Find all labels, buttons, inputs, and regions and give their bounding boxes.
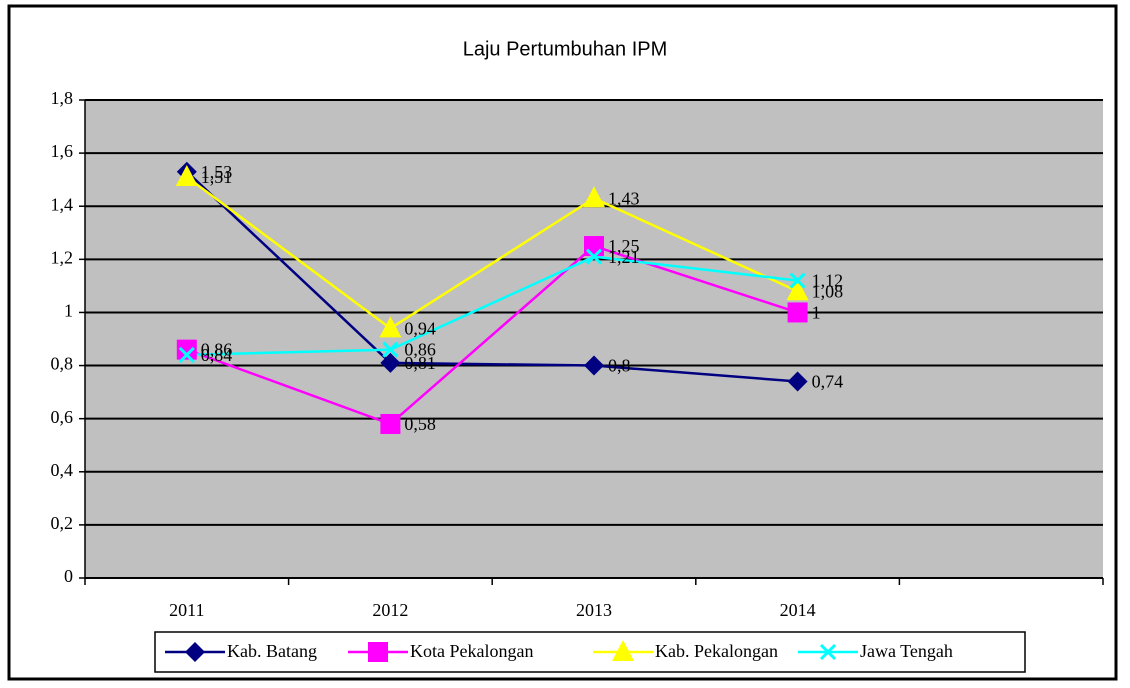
data-label: 1,25 (608, 236, 640, 256)
legend-label: Kab. Pekalongan (655, 641, 778, 661)
data-label: 0,81 (404, 353, 436, 373)
data-label: 0,84 (201, 345, 233, 365)
chart-title: Laju Pertumbuhan IPM (463, 38, 668, 60)
data-label: 1,53 (201, 162, 233, 182)
point-marker (786, 279, 809, 301)
data-label: 0,74 (812, 372, 844, 392)
point-marker (178, 346, 195, 363)
series-line (185, 170, 798, 383)
data-label: 1,51 (201, 167, 233, 187)
data-label: 1,08 (812, 281, 844, 301)
legend-label: Jawa Tengah (860, 641, 953, 661)
point-marker (379, 316, 402, 338)
point-marker (176, 339, 197, 360)
x-tick-label: 2011 (169, 600, 204, 620)
y-tick-label: 0,8 (51, 354, 74, 374)
point-marker (787, 371, 808, 392)
data-label: 0,86 (201, 340, 233, 360)
point-marker (787, 302, 808, 323)
legend (154, 631, 1026, 673)
legend-marker (368, 642, 388, 662)
series-line (186, 244, 798, 426)
x-tick-label: 2013 (576, 600, 612, 620)
data-label: 1 (812, 303, 821, 323)
point-marker (583, 186, 605, 208)
data-label: 0,58 (404, 414, 436, 434)
y-tick-label: 1,2 (51, 247, 74, 267)
series-line (186, 176, 799, 330)
data-label: 1,12 (812, 271, 844, 291)
x-tick-label: 2014 (780, 600, 816, 620)
x-tick-label: 2012 (372, 600, 408, 620)
plot-area (85, 100, 1103, 578)
point-marker (789, 272, 806, 289)
legend-label: Kota Pekalongan (410, 641, 533, 661)
data-label: 0,8 (608, 356, 631, 376)
y-tick-label: 0,2 (51, 513, 74, 533)
data-label: 1,21 (608, 247, 640, 267)
y-tick-label: 1,8 (51, 88, 74, 108)
data-label: 0,94 (404, 319, 436, 339)
point-marker (175, 165, 198, 187)
y-tick-label: 0,6 (51, 407, 74, 427)
point-marker (380, 352, 401, 373)
y-tick-label: 1,6 (51, 141, 74, 161)
data-label: 1,43 (608, 188, 640, 208)
y-tick-label: 0,4 (51, 460, 74, 480)
point-marker (585, 248, 603, 265)
y-tick-label: 1,4 (51, 194, 74, 214)
point-marker (382, 341, 399, 358)
legend-marker (819, 643, 837, 661)
point-marker (584, 355, 604, 376)
y-tick-label: 1 (64, 301, 73, 321)
legend-marker (185, 642, 205, 662)
legend-label: Kab. Batang (227, 641, 317, 661)
point-marker (380, 413, 401, 434)
y-tick-label: 0 (64, 566, 73, 586)
point-marker (584, 236, 604, 257)
data-label: 0,86 (404, 340, 436, 360)
legend-marker (612, 640, 634, 661)
series-line (186, 255, 798, 357)
